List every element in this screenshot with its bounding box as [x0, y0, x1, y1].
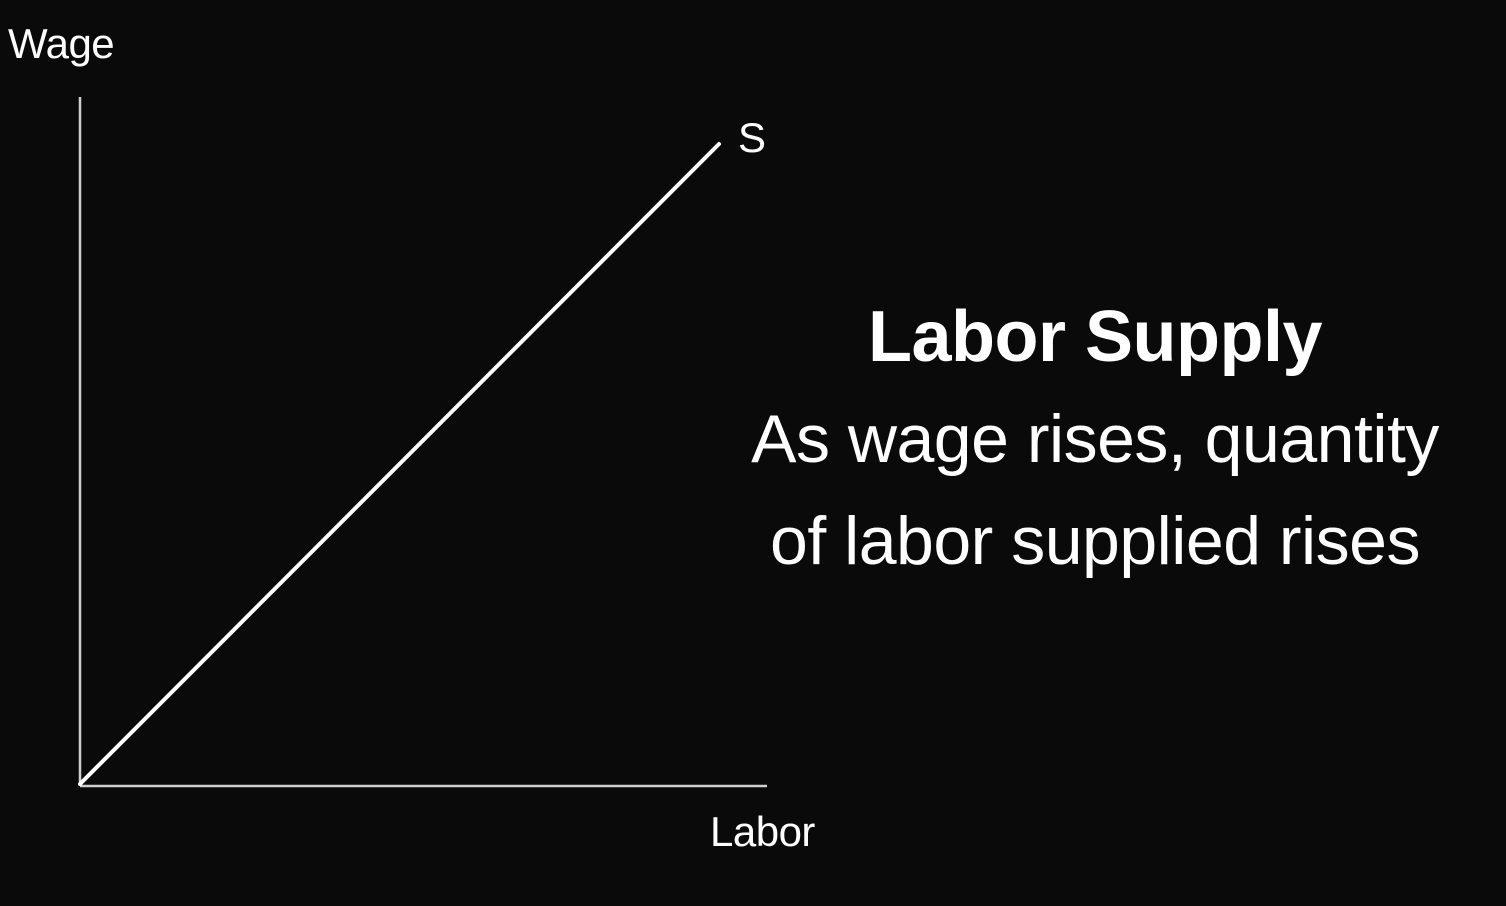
caption-line-2: of labor supplied rises: [770, 503, 1420, 579]
slide-title: Labor Supply: [867, 297, 1323, 377]
supply-curve-label: S: [738, 114, 766, 161]
x-axis-label: Labor: [710, 808, 815, 855]
y-axis-label: Wage: [8, 20, 115, 67]
caption-line-1: As wage rises, quantity: [751, 401, 1439, 477]
supply-curve: [78, 142, 721, 786]
